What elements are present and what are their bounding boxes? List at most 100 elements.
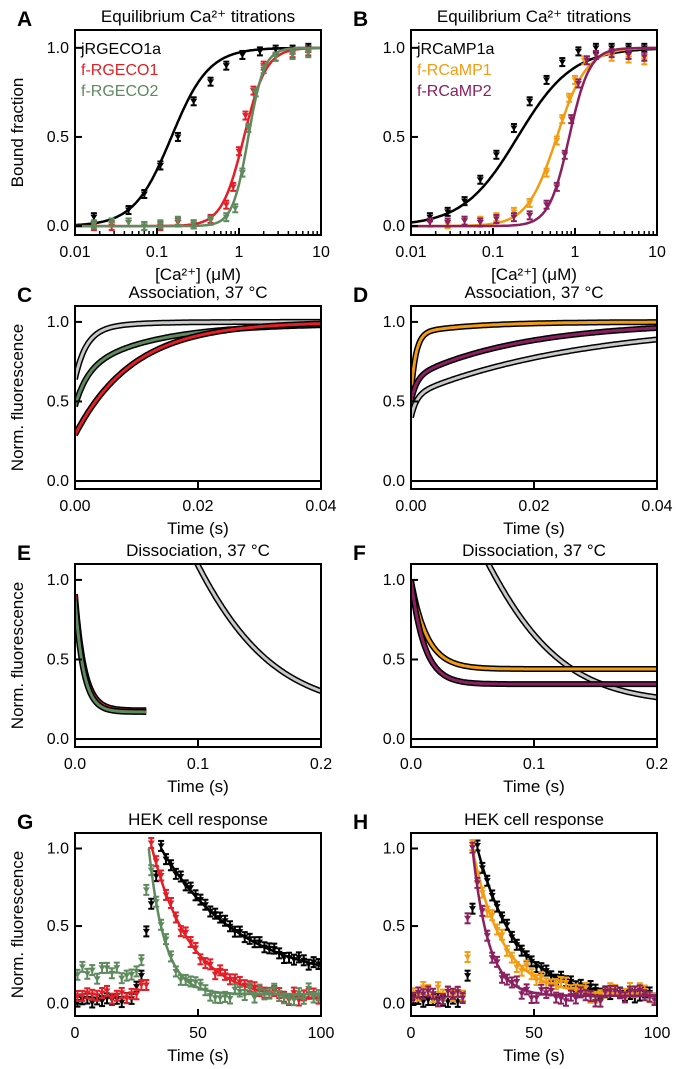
data-marker [206, 993, 214, 999]
data-marker [290, 990, 298, 996]
chart-title: Association, 37 °C [128, 283, 267, 302]
data-marker [651, 997, 657, 1003]
data-marker [625, 52, 633, 58]
x-tick-label: 0.0 [400, 756, 422, 773]
plot-frame [74, 563, 322, 748]
data-marker [510, 125, 518, 132]
data-point [414, 986, 422, 999]
data-marker [226, 995, 234, 1002]
chart-title: Dissociation, 37 °C [126, 541, 270, 560]
data-marker [137, 973, 145, 979]
data-point [577, 986, 585, 999]
x-tick-label: 0.04 [305, 498, 336, 515]
y-axis-label: Bound fraction [8, 78, 27, 188]
data-marker [216, 967, 224, 974]
data-marker [592, 45, 600, 51]
data-marker [449, 991, 457, 997]
data-marker [103, 988, 111, 994]
data-marker [157, 843, 165, 849]
data-marker [526, 98, 534, 105]
data-marker [454, 989, 462, 995]
series-1 [485, 564, 657, 701]
data-marker [241, 113, 249, 119]
data-point [244, 123, 252, 134]
data-point [90, 219, 98, 230]
data-point [221, 968, 229, 981]
data-marker [469, 906, 476, 912]
fit-curve [75, 46, 321, 228]
data-marker [424, 989, 432, 995]
y-tick-label: 0.5 [47, 129, 69, 146]
data-marker [83, 990, 91, 997]
y-tick-label: 1.0 [383, 314, 405, 331]
data-marker [461, 218, 469, 224]
trace [411, 326, 657, 402]
data-marker [128, 991, 136, 997]
data-point [449, 987, 457, 1000]
data-marker [611, 988, 619, 995]
data-marker [434, 998, 442, 1005]
data-point [289, 49, 297, 60]
data-point [434, 981, 442, 994]
panel-letter: F [353, 542, 366, 565]
data-marker [231, 205, 239, 212]
data-marker [256, 939, 263, 946]
data-marker [216, 915, 224, 921]
data-marker [190, 98, 198, 105]
trace [75, 598, 148, 714]
data-point [108, 217, 116, 228]
panel-d: D Association, 37 °C Time (s) 0.00 0.02 0.04 0… [353, 283, 673, 538]
data-marker [236, 989, 244, 995]
data-marker [616, 990, 624, 997]
y-tick-label: 1.0 [383, 572, 405, 589]
data-marker [565, 95, 573, 101]
data-marker [108, 996, 116, 1002]
data-marker [636, 987, 644, 994]
data-point [222, 199, 230, 210]
data-marker [221, 918, 229, 924]
data-marker [192, 979, 200, 986]
data-marker [238, 170, 246, 176]
y-tick-label: 0.0 [47, 218, 69, 235]
legend-entry: f-RGECO2 [81, 83, 158, 100]
data-point [78, 989, 86, 1002]
trace [486, 564, 657, 699]
data-point [608, 48, 616, 59]
data-marker [304, 50, 312, 57]
data-marker [461, 198, 469, 205]
series-1 [411, 319, 657, 394]
data-marker [459, 995, 467, 1002]
x-tick-label: 0.04 [641, 498, 672, 515]
x-tick-label: 0.2 [310, 756, 332, 773]
data-point [123, 992, 131, 1005]
data-marker [543, 170, 551, 176]
plot-area [411, 42, 657, 230]
data-point [561, 149, 569, 160]
data-marker [454, 999, 462, 1005]
data-point [125, 217, 133, 228]
data-marker [426, 220, 434, 226]
data-marker [221, 994, 229, 1000]
data-point [510, 123, 518, 134]
data-point [567, 114, 575, 125]
data-point [565, 92, 573, 103]
data-marker [108, 970, 116, 977]
data-marker [187, 978, 195, 985]
data-point [174, 131, 182, 142]
data-point [98, 961, 106, 974]
trace-outline [411, 336, 657, 419]
data-marker [222, 214, 230, 221]
data-marker [419, 984, 427, 991]
data-marker [140, 223, 148, 230]
data-marker [464, 915, 472, 922]
data-marker [513, 964, 521, 971]
trace-outline [75, 598, 149, 715]
data-point [426, 217, 434, 228]
data-point [147, 897, 155, 910]
data-marker [476, 220, 484, 226]
data-marker [464, 973, 472, 979]
data-marker [256, 48, 264, 55]
data-marker [88, 999, 96, 1006]
data-marker [75, 972, 81, 978]
